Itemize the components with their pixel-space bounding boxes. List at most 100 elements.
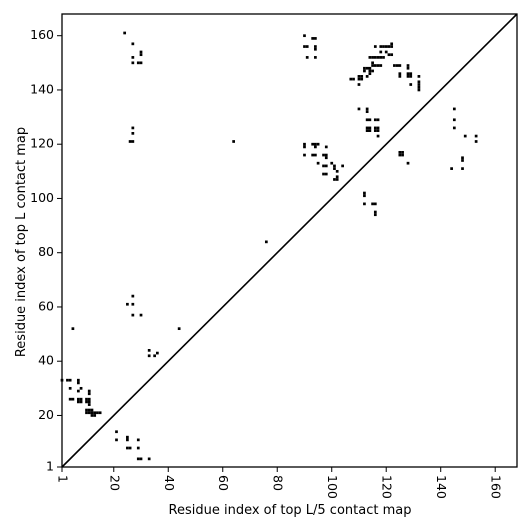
contact-point-upper-left — [352, 77, 355, 81]
contact-point-lower-right — [79, 397, 83, 401]
contact-point-upper-left — [417, 85, 421, 89]
contact-point-upper-left — [305, 56, 309, 59]
contact-point-upper-left — [136, 61, 140, 65]
contact-point-upper-left — [131, 61, 135, 65]
contact-point-upper-left — [311, 142, 315, 146]
y-tick-label: 100 — [30, 190, 54, 205]
contact-point-lower-right — [87, 403, 91, 406]
contact-point-lower-right — [128, 446, 132, 450]
contact-point-upper-left — [384, 50, 388, 54]
contact-point-upper-left — [398, 150, 402, 154]
contact-point-lower-right — [147, 354, 151, 358]
contact-point-upper-left — [322, 164, 325, 168]
contact-point-lower-right — [68, 386, 72, 390]
contact-point-upper-left — [314, 56, 317, 59]
contact-point-upper-left — [368, 118, 372, 122]
contact-point-upper-left — [322, 153, 325, 157]
contact-point-upper-left — [384, 45, 388, 48]
contact-point-upper-left — [390, 53, 394, 57]
contact-point-upper-left — [363, 66, 366, 70]
contact-point-lower-right — [131, 294, 135, 298]
contact-point-upper-left — [409, 83, 413, 86]
contact-point-upper-left — [373, 64, 377, 67]
contact-point-upper-left — [373, 118, 377, 122]
contact-points-layer — [60, 31, 478, 461]
contact-point-lower-right — [147, 349, 151, 352]
contact-point-upper-left — [373, 213, 377, 217]
contact-point-upper-left — [371, 61, 374, 65]
contact-point-upper-left — [417, 80, 421, 84]
contact-point-upper-left — [376, 64, 380, 67]
contact-point-upper-left — [376, 118, 380, 122]
contact-point-lower-right — [126, 302, 129, 306]
contact-point-upper-left — [363, 191, 366, 195]
contact-point-upper-left — [387, 45, 391, 48]
contact-point-upper-left — [365, 107, 369, 111]
y-axis-label: Residue index of top L contact map — [14, 127, 29, 357]
contact-point-lower-right — [90, 411, 94, 415]
contact-point-upper-left — [357, 77, 361, 81]
contact-point-upper-left — [324, 145, 328, 149]
contact-point-upper-left — [365, 129, 369, 132]
contact-point-lower-right — [79, 400, 83, 404]
contact-point-upper-left — [314, 47, 317, 51]
contact-point-upper-left — [373, 202, 377, 206]
contact-point-upper-left — [373, 129, 377, 132]
contact-point-upper-left — [379, 56, 383, 59]
contact-point-upper-left — [406, 64, 410, 67]
contact-point-lower-right — [87, 389, 91, 393]
contact-point-upper-left — [322, 172, 325, 176]
contact-point-upper-left — [232, 140, 235, 143]
diagonal-line — [61, 13, 518, 468]
contact-point-upper-left — [368, 126, 372, 130]
contact-point-upper-left — [382, 56, 385, 59]
contact-point-lower-right — [90, 408, 94, 412]
contact-point-lower-right — [85, 397, 88, 401]
contact-point-lower-right — [136, 446, 140, 450]
contact-point-upper-left — [314, 37, 317, 40]
contact-point-upper-left — [303, 34, 306, 38]
contact-point-upper-left — [379, 50, 383, 54]
contact-point-upper-left — [452, 126, 456, 130]
contact-point-lower-right — [115, 430, 118, 434]
contact-point-lower-right — [76, 400, 80, 404]
contact-point-upper-left — [368, 56, 372, 59]
y-tick-label: 60 — [38, 298, 54, 313]
contact-point-upper-left — [139, 53, 143, 57]
y-tick-label: 40 — [38, 353, 54, 368]
contact-point-lower-right — [71, 327, 75, 331]
contact-point-upper-left — [303, 45, 306, 48]
contact-point-upper-left — [264, 240, 268, 244]
contact-point-lower-right — [131, 313, 135, 317]
contact-point-lower-right — [126, 446, 129, 450]
contact-point-upper-left — [368, 72, 372, 76]
contact-point-upper-left — [379, 45, 383, 48]
contact-point-lower-right — [85, 408, 88, 412]
contact-point-upper-left — [333, 178, 336, 181]
contact-point-upper-left — [341, 164, 344, 168]
contact-point-lower-right — [68, 397, 72, 401]
contact-point-upper-left — [406, 66, 410, 70]
contact-point-upper-left — [376, 126, 380, 130]
contact-point-lower-right — [76, 397, 80, 401]
contact-point-upper-left — [349, 77, 353, 81]
contact-point-upper-left — [398, 64, 402, 67]
contact-point-upper-left — [324, 164, 328, 168]
contact-point-upper-left — [461, 159, 464, 162]
contact-point-lower-right — [131, 302, 135, 306]
x-tick-label: 140 — [434, 475, 449, 499]
contact-point-upper-left — [363, 69, 366, 73]
contact-point-upper-left — [131, 126, 135, 130]
contact-point-upper-left — [368, 69, 372, 73]
contact-point-upper-left — [398, 72, 402, 76]
contact-point-upper-left — [335, 175, 339, 179]
contact-point-lower-right — [76, 378, 80, 382]
contact-point-lower-right — [79, 386, 83, 390]
contact-point-upper-left — [316, 161, 320, 165]
contact-point-upper-left — [311, 37, 315, 40]
contact-point-lower-right — [87, 392, 91, 396]
contact-point-upper-left — [373, 126, 377, 130]
contact-point-upper-left — [382, 45, 385, 48]
contact-point-upper-left — [131, 42, 135, 46]
y-tick-label: 160 — [30, 27, 54, 42]
